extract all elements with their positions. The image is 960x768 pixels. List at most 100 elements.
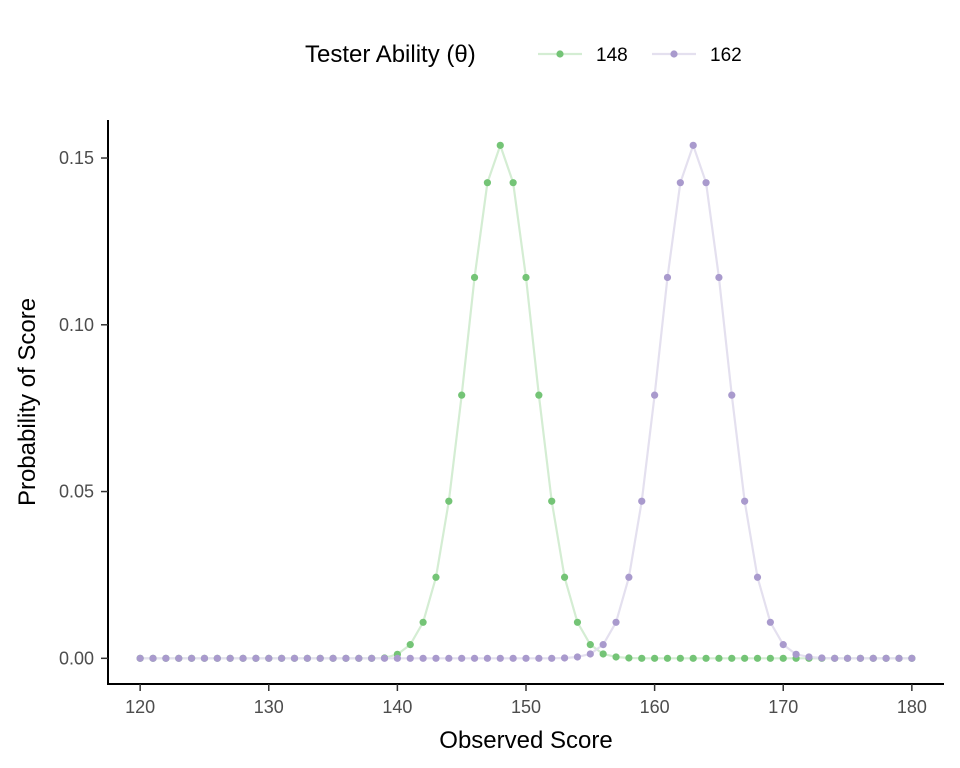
- data-point: [573, 653, 582, 661]
- data-point: [573, 618, 582, 626]
- data-point: [702, 654, 710, 662]
- x-tick-label: 140: [382, 697, 412, 717]
- data-point: [741, 497, 749, 505]
- data-point: [445, 497, 453, 505]
- data-point: [290, 654, 299, 662]
- y-tick-label: 0.10: [59, 315, 94, 335]
- data-point: [882, 654, 890, 662]
- legend-label: 148: [596, 45, 628, 66]
- legend: Tester Ability (θ) 148 162: [305, 41, 742, 68]
- data-point: [766, 618, 774, 626]
- legend-label: 162: [710, 45, 742, 66]
- y-tick-label: 0.15: [59, 148, 94, 168]
- y-tick-label: 0.05: [59, 482, 94, 502]
- data-point: [252, 654, 260, 662]
- data-point: [676, 654, 684, 662]
- series-points-148: [136, 141, 916, 662]
- data-point: [869, 654, 877, 662]
- data-point: [483, 654, 492, 662]
- data-point: [663, 654, 672, 662]
- data-point: [316, 654, 324, 662]
- data-point: [432, 654, 440, 662]
- data-point: [612, 653, 620, 661]
- data-point: [651, 654, 659, 662]
- legend-item-162: 162: [652, 45, 742, 66]
- x-tick-label: 150: [511, 697, 541, 717]
- data-point: [638, 654, 646, 662]
- data-point: [483, 179, 492, 187]
- data-point: [753, 654, 762, 662]
- data-point: [676, 179, 684, 187]
- data-point: [818, 654, 826, 662]
- data-point: [548, 497, 556, 505]
- data-point: [368, 654, 376, 662]
- x-ticks: 120 130 140 150 160 170 180: [125, 684, 927, 717]
- data-point: [843, 654, 852, 662]
- data-point: [342, 654, 350, 662]
- data-point: [329, 654, 337, 662]
- data-point: [792, 650, 800, 658]
- data-point: [162, 654, 170, 662]
- data-point: [522, 273, 530, 282]
- data-point: [625, 573, 633, 581]
- data-point: [560, 654, 569, 662]
- data-point: [586, 650, 594, 658]
- data-point: [303, 654, 311, 662]
- series-line-162: [140, 144, 912, 660]
- data-point: [265, 654, 273, 662]
- data-point: [445, 654, 453, 662]
- data-point: [779, 641, 787, 649]
- series-line-148: [140, 144, 912, 660]
- data-point: [149, 654, 157, 662]
- data-point: [728, 391, 736, 399]
- x-tick-label: 120: [125, 697, 155, 717]
- y-tick-label: 0.00: [59, 648, 94, 668]
- data-point: [278, 654, 286, 662]
- x-axis-title: Observed Score: [439, 727, 612, 754]
- data-point: [458, 391, 466, 399]
- series-points-162: [136, 141, 916, 662]
- data-point: [715, 654, 723, 662]
- data-point: [419, 654, 427, 662]
- data-point: [831, 654, 839, 662]
- data-point: [779, 654, 787, 662]
- x-tick-label: 170: [768, 697, 798, 717]
- data-point: [895, 654, 903, 662]
- data-point: [728, 654, 736, 662]
- y-axis-title: Probability of Score: [14, 298, 41, 506]
- data-point: [406, 654, 414, 662]
- data-point: [175, 654, 183, 662]
- legend-key-point: [670, 50, 678, 58]
- data-point: [908, 654, 916, 662]
- data-point: [496, 654, 504, 662]
- data-point: [380, 654, 389, 662]
- data-point: [805, 653, 813, 661]
- data-point: [625, 654, 633, 662]
- data-point: [586, 641, 594, 649]
- data-point: [522, 654, 530, 662]
- data-point: [200, 654, 209, 662]
- data-point: [188, 654, 196, 662]
- data-point: [535, 654, 543, 662]
- data-point: [651, 391, 659, 399]
- y-ticks: 0.00 0.05 0.10 0.15: [59, 148, 108, 668]
- legend-key-point: [556, 50, 564, 58]
- data-point: [406, 641, 414, 649]
- data-point: [663, 273, 672, 282]
- data-point: [766, 654, 774, 662]
- data-point: [535, 391, 543, 399]
- x-tick-label: 130: [254, 697, 284, 717]
- data-point: [213, 654, 221, 662]
- data-point: [509, 654, 517, 662]
- x-tick-label: 160: [640, 697, 670, 717]
- data-point: [509, 179, 517, 187]
- data-point: [599, 650, 607, 658]
- x-tick-label: 180: [897, 697, 927, 717]
- data-point: [548, 654, 556, 662]
- data-point: [612, 618, 620, 626]
- data-point: [741, 654, 749, 662]
- data-point: [226, 654, 234, 662]
- data-point: [239, 654, 247, 662]
- data-point: [470, 654, 479, 662]
